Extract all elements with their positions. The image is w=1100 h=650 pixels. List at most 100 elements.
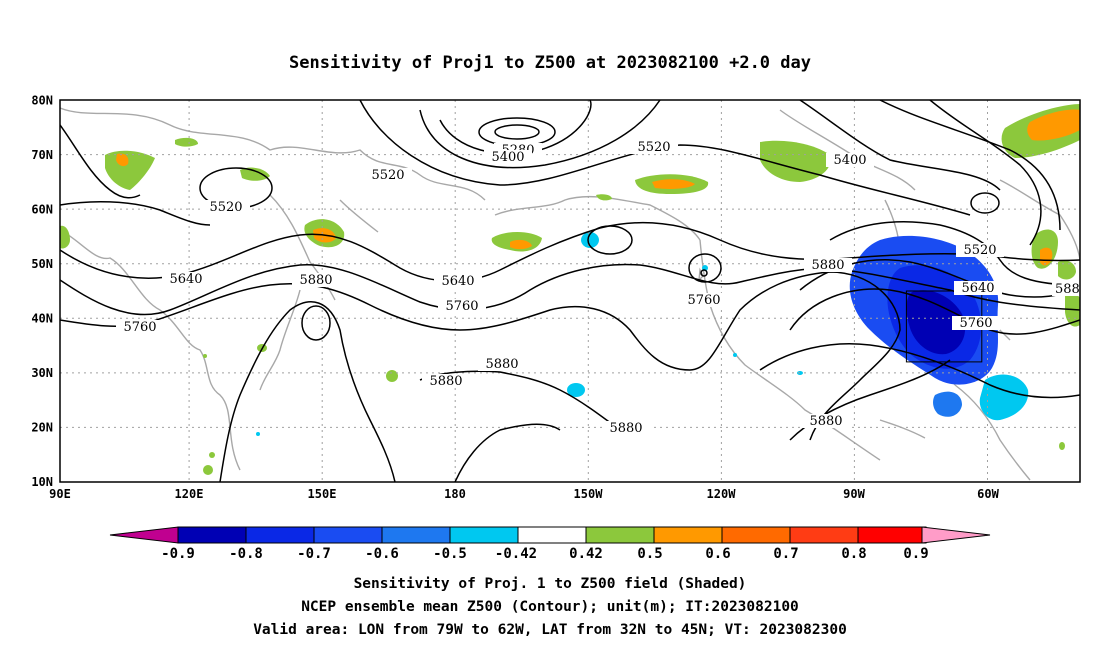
contour-label: 5400	[491, 150, 524, 165]
orange-patch-alaska	[652, 179, 695, 189]
lat-label: 10N	[31, 475, 53, 489]
colorbar-box	[449, 526, 519, 544]
positive-patch-asia-sw-2	[209, 452, 215, 458]
positive-patch-west-edge	[60, 225, 70, 249]
contour-alaska-ring	[587, 225, 633, 255]
colorbar-label: -0.7	[297, 546, 331, 562]
colorbar-label: -0.42	[495, 546, 537, 562]
colorbar-box	[381, 526, 451, 544]
colorbar-label: 0.8	[841, 546, 866, 562]
contour-5520-east	[829, 221, 1080, 286]
longitude-labels: 90E 120E 150E 180 150W 120W 90W 60W	[49, 487, 999, 501]
lon-label: 90E	[49, 487, 71, 501]
contour-northeast-1	[879, 100, 1061, 231]
contour-label: 5760	[123, 320, 156, 335]
colorbar-box	[789, 526, 859, 544]
contour-label: 5880	[809, 414, 842, 429]
contour-north-pacific-2	[419, 100, 661, 169]
lon-label: 90W	[843, 487, 865, 501]
positive-patch-atlantic-3	[1058, 260, 1076, 280]
contour-label: 5760	[687, 293, 720, 308]
cyan-patch-central-pacific	[567, 383, 585, 397]
positive-patch-canada-2	[596, 194, 612, 201]
colorbar-label: -0.8	[229, 546, 263, 562]
contour-label: 5520	[371, 168, 404, 183]
colorbar-label: -0.6	[365, 546, 399, 562]
contour-5520-arctic	[359, 100, 971, 216]
lat-label: 40N	[31, 312, 53, 326]
cyan-patch-small-4	[256, 432, 260, 436]
contour-5760-east	[789, 288, 1080, 335]
latitude-labels: 80N 70N 60N 50N 40N 30N 20N 10N	[31, 94, 53, 490]
colorbar-box	[857, 526, 927, 544]
z500-contours	[60, 100, 1080, 482]
lon-label: 120E	[175, 487, 204, 501]
contour-label: 5760	[959, 316, 992, 331]
sensitivity-shading	[60, 104, 1080, 475]
colorbar-label: 0.9	[903, 546, 928, 562]
lat-label: 70N	[31, 148, 53, 162]
contour-5520-west	[60, 124, 141, 199]
contour-5880-ring-japan	[301, 305, 331, 341]
contour-5880-asia	[60, 271, 901, 441]
colorbar-label: -0.5	[433, 546, 467, 562]
contour-5880-subtropical	[419, 370, 621, 431]
positive-patch-siberia-3	[175, 137, 198, 147]
lat-label: 50N	[31, 257, 53, 271]
lon-label: 150W	[574, 487, 604, 501]
colorbar-label: -0.9	[161, 546, 195, 562]
contour-label: 5640	[169, 272, 202, 287]
contour-northeast-2	[929, 100, 1042, 246]
blue-patch-southeast	[933, 391, 962, 417]
colorbar-box	[177, 526, 247, 544]
lon-label: 150E	[308, 487, 337, 501]
positive-patch-siberia-2	[240, 167, 270, 181]
colorbar-box	[721, 526, 791, 544]
contour-westcoast-ring	[688, 253, 722, 283]
contour-label: 5400	[833, 153, 866, 168]
orange-patch-bering	[510, 239, 532, 250]
caption-line-2: NCEP ensemble mean Z500 (Contour); unit(…	[301, 599, 799, 615]
contour-northeast-ring	[970, 192, 1000, 214]
map-frame	[59, 99, 1081, 483]
contour-label: 5880	[485, 357, 518, 372]
caption-line-1: Sensitivity of Proj. 1 to Z500 field (Sh…	[354, 576, 747, 592]
caption: Sensitivity of Proj. 1 to Z500 field (Sh…	[253, 576, 847, 638]
colorbar: -0.9 -0.8 -0.7 -0.6 -0.5 -0.42 0.42 0.5 …	[109, 526, 991, 562]
positive-patch-canada	[760, 140, 831, 182]
lon-label: 60W	[977, 487, 999, 501]
contour-5280-low	[494, 124, 540, 140]
colorbar-box	[245, 526, 315, 544]
colorbar-label: 0.5	[637, 546, 662, 562]
contour-label: 5880	[811, 258, 844, 273]
contour-label: 5880	[609, 421, 642, 436]
contour-5400-north-america	[799, 100, 1001, 191]
colorbar-boxes	[177, 526, 927, 544]
lat-label: 80N	[31, 94, 53, 108]
colorbar-high-arrow	[921, 526, 991, 544]
positive-patch-pacific	[386, 370, 398, 382]
contour-label: 5520	[637, 140, 670, 155]
lat-label: 20N	[31, 421, 53, 435]
contour-label: 5520	[209, 200, 242, 215]
contour-label: 5880	[429, 374, 462, 389]
contour-label: 5760	[445, 299, 478, 314]
colorbar-box	[517, 526, 587, 544]
colorbar-box	[653, 526, 723, 544]
map-area: 5280 5400 5400 5520 5520 5520 5520 5640 …	[60, 100, 1080, 482]
colorbar-labels: -0.9 -0.8 -0.7 -0.6 -0.5 -0.42 0.42 0.5 …	[161, 546, 929, 562]
positive-patch-asia-sw	[203, 465, 213, 475]
strongest-negative-core	[906, 290, 966, 355]
contour-label: 5640	[961, 281, 994, 296]
contour-5760-asia	[60, 263, 1080, 316]
lat-label: 60N	[31, 203, 53, 217]
caption-line-3: Valid area: LON from 79W to 62W, LAT fro…	[253, 622, 847, 638]
figure-title: Sensitivity of Proj1 to Z500 at 20230821…	[289, 53, 811, 73]
contour-5880-east	[759, 342, 1080, 399]
colorbar-low-arrow	[109, 526, 179, 544]
colorbar-label: 0.42	[569, 546, 603, 562]
contour-5880-east-pacific	[454, 423, 561, 482]
contour-asia-1	[60, 201, 211, 226]
lat-label: 30N	[31, 366, 53, 380]
